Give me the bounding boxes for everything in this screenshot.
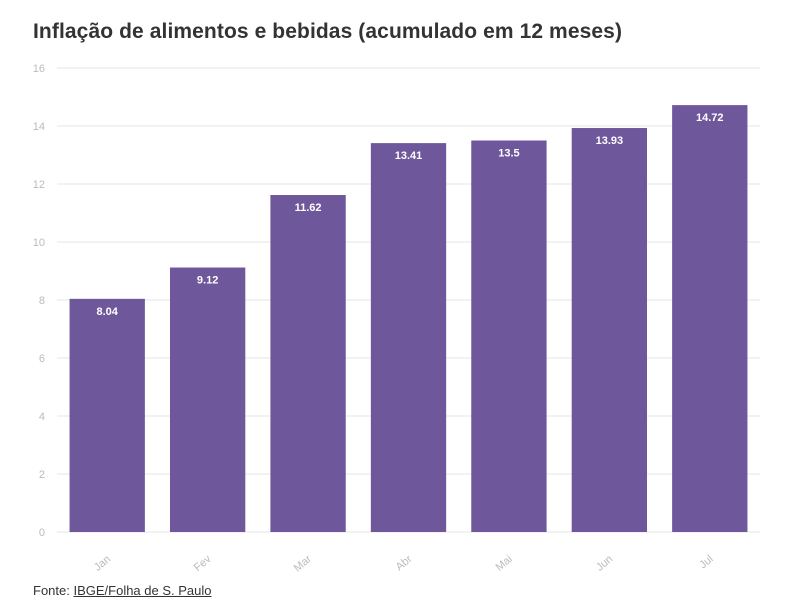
x-tick-label: Mai [494,553,515,574]
bar-jan [69,298,145,532]
x-tick-label: Jul [697,553,715,571]
bar-jun [571,128,648,532]
y-tick-label: 8 [39,295,45,307]
chart-title: Inflação de alimentos e bebidas (acumula… [33,20,623,43]
y-axis-ticks: 0 2 4 6 8 10 12 14 16 [33,63,45,539]
value-label: 11.62 [295,202,322,214]
x-tick-label: Abr [394,553,415,573]
x-axis-ticks: Jan Fev Mar Abr Mai Jun Jul [92,553,716,575]
value-label: 13.41 [395,150,423,162]
value-label: 9.12 [197,275,218,287]
bar-chart: 0 2 4 6 8 10 12 14 16 8.04 9.12 11.62 13.41 13.5 13.9… [33,63,760,575]
y-tick-label: 12 [33,179,45,191]
bar-jul [672,105,748,533]
value-labels: 8.04 9.12 11.62 13.41 13.5 13.93 14.72 [97,112,724,318]
source-note: Fonte: IBGE/Folha de S. Paulo [33,583,212,598]
x-tick-label: Jan [92,553,113,574]
value-label: 13.93 [596,135,624,147]
y-tick-label: 4 [39,411,45,423]
y-tick-label: 16 [33,63,45,75]
bar-mar [270,195,346,532]
value-label: 13.5 [498,148,519,160]
bar-abr [370,143,447,533]
source-link[interactable]: IBGE/Folha de S. Paulo [73,583,212,598]
x-tick-label: Jun [594,553,615,574]
y-tick-label: 10 [33,237,45,249]
bar-mai [471,140,547,532]
x-tick-label: Fev [192,553,214,574]
y-tick-label: 6 [39,353,45,365]
y-tick-label: 14 [33,121,45,133]
bar-fev [169,267,246,532]
y-tick-label: 2 [39,469,45,481]
source-prefix: Fonte: [33,583,74,598]
y-tick-label: 0 [39,527,45,539]
value-label: 14.72 [696,112,724,124]
bars [69,105,748,533]
value-label: 8.04 [97,306,119,318]
x-tick-label: Mar [292,553,314,575]
